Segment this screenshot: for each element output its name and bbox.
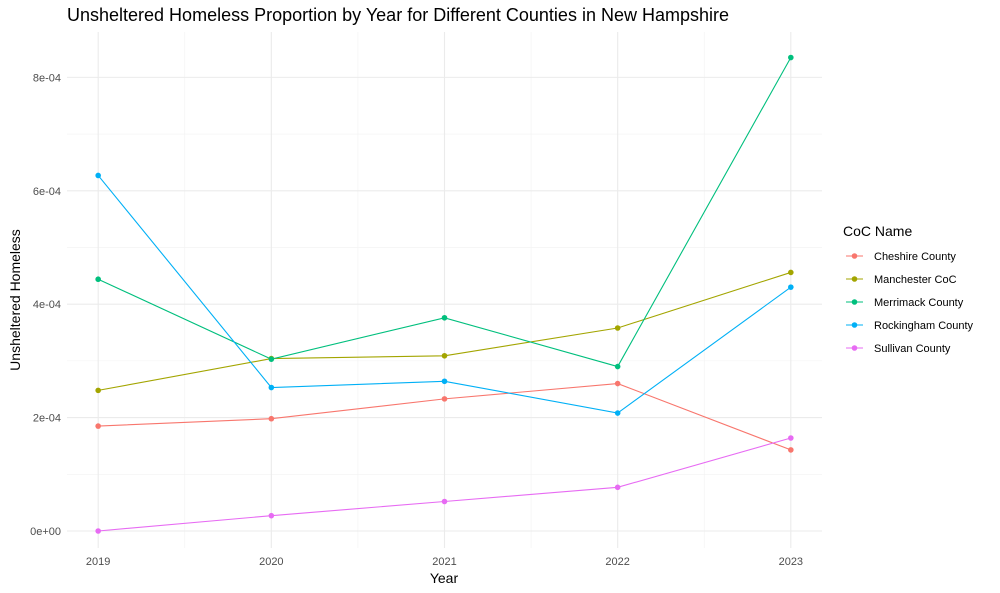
data-point <box>95 276 101 283</box>
legend-key-point <box>851 345 858 351</box>
y-tick-label: 2e-04 <box>33 413 61 425</box>
legend-label: Cheshire County <box>874 251 956 263</box>
x-tick-label: 2019 <box>86 556 110 568</box>
y-tick-label: 4e-04 <box>33 299 61 311</box>
x-tick-label: 2020 <box>259 556 283 568</box>
chart-title: Unsheltered Homeless Proportion by Year … <box>67 5 729 25</box>
y-tick-label: 6e-04 <box>33 186 61 198</box>
y-axis-ticks: 0e+00 2e-04 4e-04 6e-04 8e-04 <box>30 72 61 538</box>
data-point <box>268 415 275 422</box>
data-point <box>788 54 794 61</box>
data-point <box>95 423 101 429</box>
legend-key-point <box>851 253 858 259</box>
data-point <box>441 314 448 321</box>
data-point <box>95 172 101 179</box>
legend-label: Merrimack County <box>874 297 964 309</box>
data-point <box>788 435 794 441</box>
legend-label: Rockingham County <box>874 320 974 332</box>
data-point <box>614 325 621 331</box>
data-point <box>268 356 275 362</box>
legend-label: Sullivan County <box>874 343 951 355</box>
data-point <box>614 484 621 491</box>
x-tick-label: 2021 <box>432 556 456 568</box>
data-point <box>788 284 794 290</box>
x-tick-label: 2023 <box>779 556 803 568</box>
data-point <box>614 363 621 370</box>
data-point <box>441 498 448 505</box>
series-points <box>95 54 794 534</box>
data-point <box>95 528 101 534</box>
x-tick-label: 2022 <box>605 556 629 568</box>
data-point <box>268 384 275 391</box>
legend-title: CoC Name <box>843 223 912 239</box>
data-point <box>441 396 448 402</box>
data-point <box>614 410 621 416</box>
data-point <box>441 352 448 359</box>
y-tick-label: 8e-04 <box>33 72 61 84</box>
y-tick-label: 0e+00 <box>30 526 61 538</box>
x-axis-title: Year <box>430 570 459 586</box>
legend-key-point <box>851 276 858 282</box>
x-axis-ticks: 2019 2020 2021 2022 2023 <box>86 556 803 568</box>
y-axis-title: Unsheltered Homeless <box>7 229 23 371</box>
legend-label: Manchester CoC <box>874 274 957 286</box>
legend-key-point <box>851 322 858 328</box>
data-point <box>441 378 448 385</box>
data-point <box>614 380 621 387</box>
data-point <box>788 447 794 453</box>
legend: CoC Name Cheshire County Manchester CoC Me… <box>843 223 974 355</box>
legend-key-point <box>851 299 858 305</box>
data-point <box>268 512 275 519</box>
data-point <box>788 269 794 276</box>
grid <box>67 32 822 548</box>
data-point <box>95 387 101 394</box>
